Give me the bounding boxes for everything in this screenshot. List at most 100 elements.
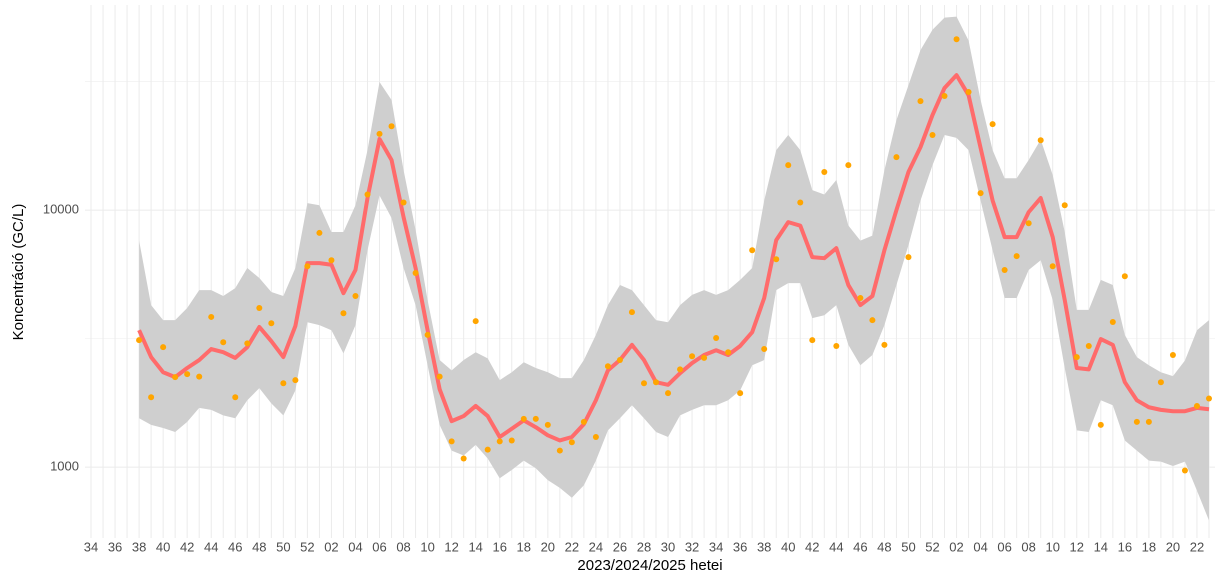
data-point <box>845 162 852 169</box>
x-tick-label: 14 <box>1094 539 1108 554</box>
data-point <box>340 310 347 317</box>
data-point <box>532 415 539 422</box>
x-tick-label: 14 <box>468 539 482 554</box>
x-tick-label: 34 <box>709 539 723 554</box>
x-tick-label: 48 <box>252 539 266 554</box>
data-point <box>184 371 191 378</box>
x-tick-label: 18 <box>517 539 531 554</box>
data-point <box>220 339 227 346</box>
data-point <box>568 439 575 446</box>
data-point <box>1073 354 1080 361</box>
data-point <box>244 340 251 347</box>
x-tick-label: 40 <box>781 539 795 554</box>
x-tick-label: 52 <box>925 539 939 554</box>
data-point <box>1133 418 1140 425</box>
x-tick-label: 20 <box>541 539 555 554</box>
x-tick-label: 02 <box>949 539 963 554</box>
data-point <box>689 353 696 360</box>
x-tick-label: 46 <box>228 539 242 554</box>
data-point <box>857 295 864 302</box>
data-point <box>616 357 623 364</box>
x-tick-label: 22 <box>565 539 579 554</box>
data-point <box>917 98 924 105</box>
x-tick-label: 16 <box>1118 539 1132 554</box>
data-point <box>869 317 876 324</box>
data-point <box>520 415 527 422</box>
data-point <box>316 229 323 236</box>
x-tick-label: 44 <box>204 539 218 554</box>
data-point <box>232 394 239 401</box>
x-tick-label: 24 <box>589 539 603 554</box>
data-point <box>580 418 587 425</box>
data-point <box>713 334 720 341</box>
data-point <box>388 123 395 130</box>
data-point <box>256 305 263 312</box>
data-point <box>833 342 840 349</box>
data-point <box>773 256 780 263</box>
x-tick-label: 16 <box>492 539 506 554</box>
data-point <box>148 394 155 401</box>
data-point <box>1037 137 1044 144</box>
data-point <box>989 121 996 128</box>
data-point <box>653 379 660 386</box>
x-tick-label: 26 <box>613 539 627 554</box>
data-point <box>544 421 551 428</box>
data-point <box>268 320 275 327</box>
x-tick-label: 42 <box>805 539 819 554</box>
data-point <box>1049 263 1056 270</box>
data-point <box>604 363 611 370</box>
x-tick-label: 12 <box>1070 539 1084 554</box>
data-point <box>797 199 804 206</box>
data-point <box>953 36 960 43</box>
data-point <box>424 331 431 338</box>
x-tick-label: 48 <box>877 539 891 554</box>
x-tick-label: 42 <box>180 539 194 554</box>
data-point <box>1145 418 1152 425</box>
data-point <box>328 257 335 264</box>
data-point <box>364 191 371 198</box>
data-point <box>592 433 599 440</box>
data-point <box>1157 379 1164 386</box>
data-point <box>725 349 732 356</box>
data-point <box>460 455 467 462</box>
x-tick-label: 40 <box>156 539 170 554</box>
x-tick-label: 22 <box>1190 539 1204 554</box>
data-point <box>172 374 179 381</box>
data-point <box>1025 220 1032 227</box>
data-point <box>785 162 792 169</box>
x-tick-label: 44 <box>829 539 843 554</box>
data-point <box>701 354 708 361</box>
x-tick-label: 06 <box>372 539 386 554</box>
x-tick-label: 36 <box>108 539 122 554</box>
data-point <box>893 154 900 161</box>
x-tick-label: 12 <box>444 539 458 554</box>
data-point <box>1097 421 1104 428</box>
data-point <box>400 199 407 206</box>
data-point <box>496 438 503 445</box>
data-point <box>941 92 948 99</box>
data-point <box>809 337 816 344</box>
data-point <box>436 373 443 380</box>
data-point <box>749 247 756 254</box>
x-tick-label: 38 <box>757 539 771 554</box>
x-tick-label: 46 <box>853 539 867 554</box>
data-point <box>1193 402 1200 409</box>
x-tick-label: 20 <box>1166 539 1180 554</box>
x-tick-label: 08 <box>396 539 410 554</box>
data-point <box>737 390 744 397</box>
y-tick-label: 10000 <box>43 202 79 217</box>
y-axis-title: Koncentráció (GC/L) <box>10 204 27 341</box>
data-point <box>628 309 635 316</box>
x-tick-label: 52 <box>300 539 314 554</box>
x-tick-label: 10 <box>420 539 434 554</box>
data-point <box>304 263 311 270</box>
data-point <box>665 390 672 397</box>
data-point <box>352 293 359 300</box>
data-point <box>905 254 912 261</box>
y-tick-label: 1000 <box>50 459 79 474</box>
x-tick-label: 08 <box>1021 539 1035 554</box>
data-point <box>208 313 215 320</box>
data-point <box>1061 202 1068 209</box>
x-tick-label: 04 <box>348 539 362 554</box>
